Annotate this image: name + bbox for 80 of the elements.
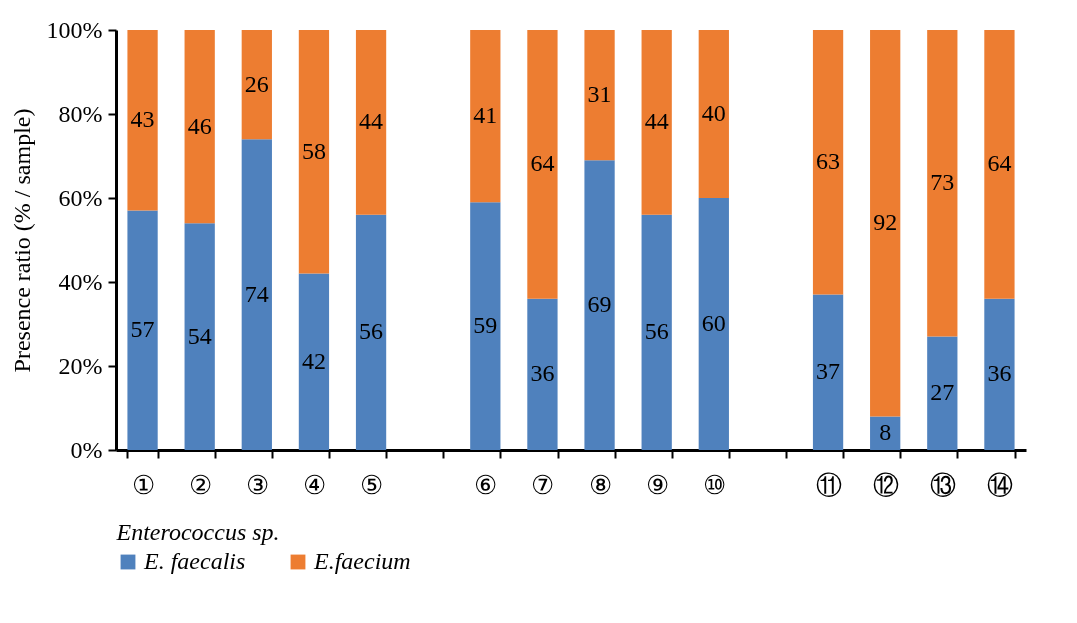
data-label: 44 bbox=[359, 108, 384, 135]
data-label: 60 bbox=[701, 310, 726, 336]
y-tick-label: 20% bbox=[58, 352, 103, 379]
data-label: 73 bbox=[930, 169, 955, 196]
data-label: 40 bbox=[701, 100, 726, 126]
bar bbox=[127, 30, 158, 211]
bar bbox=[641, 30, 672, 215]
bar bbox=[812, 294, 844, 450]
x-tick-label: ⑫ bbox=[872, 470, 899, 500]
x-tick-label: ⑥ bbox=[474, 470, 498, 500]
data-label: 54 bbox=[187, 322, 212, 349]
bar bbox=[984, 30, 1015, 299]
data-label: 41 bbox=[473, 102, 498, 129]
bar bbox=[127, 210, 158, 450]
bar bbox=[584, 160, 615, 450]
bar bbox=[584, 30, 615, 161]
data-label: 27 bbox=[930, 379, 955, 406]
data-label: 64 bbox=[530, 150, 555, 177]
x-tick-label: ⑨ bbox=[645, 470, 669, 500]
bar bbox=[355, 214, 387, 450]
data-label: 69 bbox=[587, 291, 612, 318]
legend-label: E.faecium bbox=[313, 548, 411, 574]
x-tick-label: ⑦ bbox=[531, 470, 555, 500]
bar bbox=[870, 416, 901, 450]
x-tick-label: ④ bbox=[302, 470, 326, 500]
bar bbox=[812, 30, 844, 295]
bar bbox=[355, 30, 387, 215]
x-tick-label: ② bbox=[188, 470, 212, 500]
x-tick-label: ⑪ bbox=[815, 470, 842, 500]
bar bbox=[241, 139, 272, 450]
data-label: 8 bbox=[879, 419, 892, 446]
data-label: 44 bbox=[644, 108, 669, 135]
data-label: 56 bbox=[359, 318, 384, 345]
x-tick-label: ⑧ bbox=[588, 470, 612, 500]
data-label: 37 bbox=[816, 358, 841, 385]
data-label: 46 bbox=[187, 112, 212, 139]
y-tick-label: 80% bbox=[58, 100, 103, 127]
data-label: 31 bbox=[587, 81, 612, 108]
bar bbox=[927, 336, 958, 450]
x-axis-title: Enterococcus sp. bbox=[115, 518, 280, 545]
x-tick-label: ⑭ bbox=[986, 470, 1013, 500]
data-label: 43 bbox=[130, 106, 155, 133]
y-tick-label: 0% bbox=[70, 436, 103, 463]
bar bbox=[984, 298, 1015, 450]
bar bbox=[698, 30, 729, 198]
data-label: 74 bbox=[244, 280, 269, 307]
data-label: 36 bbox=[987, 360, 1012, 387]
data-label: 42 bbox=[301, 347, 326, 374]
x-tick-label: ③ bbox=[245, 470, 269, 500]
y-tick-label: 60% bbox=[58, 184, 103, 211]
data-label: 92 bbox=[873, 209, 898, 236]
data-label: 36 bbox=[530, 360, 555, 387]
y-tick-label: 40% bbox=[58, 268, 103, 295]
bar bbox=[870, 30, 901, 417]
x-tick-label: ① bbox=[131, 470, 155, 500]
data-label: 58 bbox=[301, 137, 326, 164]
y-tick-label: 100% bbox=[46, 16, 103, 43]
bar bbox=[527, 30, 558, 299]
x-tick-label: ⑩ bbox=[702, 470, 726, 500]
bar bbox=[184, 223, 215, 450]
data-label: 59 bbox=[473, 312, 498, 339]
data-label: 64 bbox=[987, 150, 1012, 177]
bar bbox=[927, 30, 958, 337]
bar bbox=[184, 30, 215, 224]
data-label: 56 bbox=[644, 318, 669, 345]
bar bbox=[470, 202, 501, 450]
data-label: 26 bbox=[244, 70, 269, 97]
bar bbox=[527, 298, 558, 450]
bar bbox=[698, 198, 729, 450]
x-tick-label: ⑤ bbox=[360, 470, 384, 500]
bar bbox=[298, 273, 330, 450]
bar bbox=[241, 30, 272, 140]
x-tick-label: ⑬ bbox=[929, 470, 956, 500]
data-label: 63 bbox=[816, 148, 841, 175]
bar bbox=[470, 30, 501, 203]
y-axis-title: Presence ratio (% / sample) bbox=[8, 108, 35, 373]
data-label: 57 bbox=[130, 316, 155, 343]
bar bbox=[298, 30, 330, 274]
bar bbox=[641, 214, 672, 450]
legend-label: E. faecalis bbox=[143, 548, 246, 574]
